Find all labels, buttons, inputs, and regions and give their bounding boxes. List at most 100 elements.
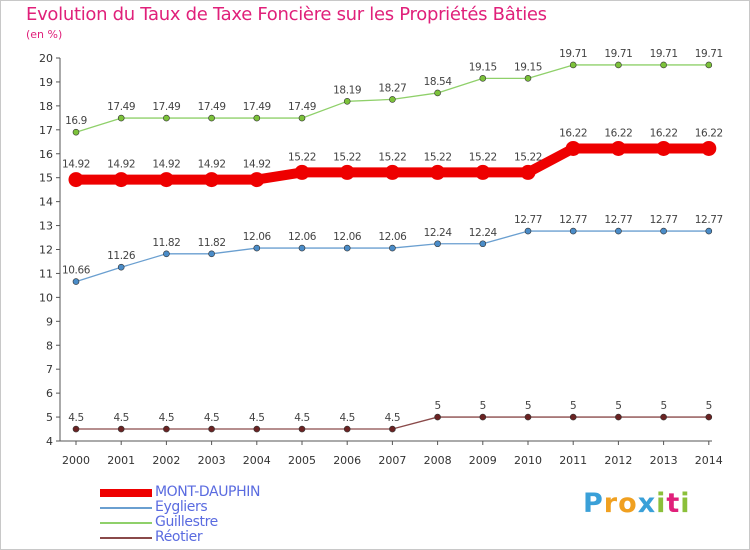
legend-label-eygliers: Eygliers xyxy=(155,499,208,515)
x-tick-label: 2005 xyxy=(288,454,316,467)
x-tick-label: 2014 xyxy=(695,454,723,467)
data-label-guillestre: 18.19 xyxy=(333,84,361,96)
data-point-r-otier xyxy=(298,425,306,433)
x-tick-label: 2004 xyxy=(243,454,271,467)
data-point-guillestre xyxy=(569,61,577,69)
series-layer xyxy=(68,61,717,433)
y-tick-label: 13 xyxy=(39,220,53,233)
data-label-r-otier: 4.5 xyxy=(294,412,310,424)
data-point-mont-dauphin xyxy=(384,164,400,180)
x-tick-label: 2012 xyxy=(604,454,632,467)
data-label-r-otier: 5 xyxy=(570,400,576,412)
data-label-r-otier: 4.5 xyxy=(204,412,220,424)
data-point-r-otier xyxy=(434,413,441,421)
legend-swatch-eygliers xyxy=(100,507,152,509)
data-label-guillestre: 19.71 xyxy=(695,48,723,60)
data-point-eygliers xyxy=(72,278,80,285)
data-point-guillestre xyxy=(524,75,532,82)
data-label-r-otier: 5 xyxy=(525,400,531,412)
data-label-guillestre: 17.49 xyxy=(243,101,271,113)
y-tick-label: 5 xyxy=(46,411,53,424)
data-label-eygliers: 12.77 xyxy=(695,214,723,226)
data-label-guillestre: 19.15 xyxy=(514,61,542,73)
y-tick-label: 18 xyxy=(39,100,53,113)
data-point-r-otier xyxy=(569,413,577,421)
x-tick-label: 2011 xyxy=(559,454,587,467)
data-point-mont-dauphin xyxy=(475,164,491,180)
data-label-r-otier: 4.5 xyxy=(339,412,355,424)
data-point-guillestre xyxy=(615,61,622,69)
data-label-r-otier: 4.5 xyxy=(159,412,175,424)
data-label-eygliers: 12.06 xyxy=(333,231,362,243)
data-point-mont-dauphin xyxy=(113,172,129,188)
data-label-guillestre: 19.71 xyxy=(559,48,587,60)
data-point-r-otier xyxy=(705,413,713,421)
data-label-guillestre: 17.49 xyxy=(288,101,316,113)
data-label-eygliers: 11.82 xyxy=(198,237,226,249)
data-label-eygliers: 12.77 xyxy=(650,214,678,226)
data-label-r-otier: 4.5 xyxy=(385,412,401,424)
x-tick-label: 2010 xyxy=(514,454,542,467)
data-label-guillestre: 19.15 xyxy=(469,61,497,73)
y-tick-label: 8 xyxy=(46,339,53,352)
legend-swatch-mont-dauphin xyxy=(100,489,152,497)
logo-letter: x xyxy=(637,488,657,519)
y-tick-label: 6 xyxy=(46,387,53,400)
x-tick-label: 2001 xyxy=(107,454,135,467)
data-point-guillestre xyxy=(389,96,396,103)
y-tick-label: 4 xyxy=(46,435,53,448)
data-point-eygliers xyxy=(253,244,261,252)
data-point-guillestre xyxy=(434,89,441,97)
data-point-r-otier xyxy=(524,413,532,421)
data-label-eygliers: 12.77 xyxy=(604,214,632,226)
data-label-mont-dauphin: 16.22 xyxy=(559,127,587,139)
y-tick-label: 14 xyxy=(39,196,53,209)
y-tick-label: 10 xyxy=(39,291,53,304)
data-point-r-otier xyxy=(253,425,261,433)
y-tick-label: 20 xyxy=(39,52,53,65)
data-label-r-otier: 4.5 xyxy=(113,412,129,424)
data-label-mont-dauphin: 14.92 xyxy=(152,159,180,171)
data-point-mont-dauphin xyxy=(204,172,220,188)
data-point-eygliers xyxy=(298,244,306,252)
data-point-eygliers xyxy=(389,244,396,252)
logo-letter: i xyxy=(680,488,691,519)
data-label-r-otier: 4.5 xyxy=(249,412,265,424)
data-point-guillestre xyxy=(117,114,125,122)
data-point-mont-dauphin xyxy=(68,172,84,188)
data-label-mont-dauphin: 15.22 xyxy=(288,151,316,163)
legend-label-reotier: Réotier xyxy=(155,529,203,545)
x-tick-label: 2007 xyxy=(378,454,406,467)
data-point-r-otier xyxy=(343,425,351,433)
data-label-mont-dauphin: 14.92 xyxy=(62,159,90,171)
data-point-guillestre xyxy=(72,128,80,136)
proxiti-logo: Proxiti xyxy=(583,488,691,519)
data-label-guillestre: 17.49 xyxy=(152,101,180,113)
data-point-r-otier xyxy=(117,425,125,433)
data-point-r-otier xyxy=(208,425,215,433)
data-point-eygliers xyxy=(705,227,713,235)
data-point-mont-dauphin xyxy=(565,140,581,156)
y-tick-label: 11 xyxy=(39,267,53,280)
data-label-guillestre: 19.71 xyxy=(650,48,678,60)
chart-axes: 4 5 6 7 8 9 10 11 12 13 14 15 16 17 18 19 20 2000 2001 2002… xyxy=(39,52,723,467)
data-label-guillestre: 18.54 xyxy=(424,76,453,88)
data-label-mont-dauphin: 16.22 xyxy=(650,127,678,139)
x-tick-label: 2008 xyxy=(424,454,452,467)
data-point-eygliers xyxy=(343,244,351,252)
data-label-mont-dauphin: 16.22 xyxy=(695,127,723,139)
y-tick-label: 9 xyxy=(46,315,53,328)
data-label-eygliers: 11.26 xyxy=(107,250,136,262)
data-label-eygliers: 12.77 xyxy=(559,214,587,226)
data-label-mont-dauphin: 15.22 xyxy=(378,151,406,163)
data-point-mont-dauphin xyxy=(294,164,310,180)
data-label-guillestre: 17.49 xyxy=(198,101,226,113)
data-label-mont-dauphin: 14.92 xyxy=(243,159,271,171)
data-label-mont-dauphin: 15.22 xyxy=(469,151,497,163)
data-label-guillestre: 16.9 xyxy=(65,115,87,127)
data-point-eygliers xyxy=(163,250,170,258)
y-tick-label: 19 xyxy=(39,76,53,89)
data-point-mont-dauphin xyxy=(158,172,174,188)
x-tick-label: 2003 xyxy=(198,454,226,467)
